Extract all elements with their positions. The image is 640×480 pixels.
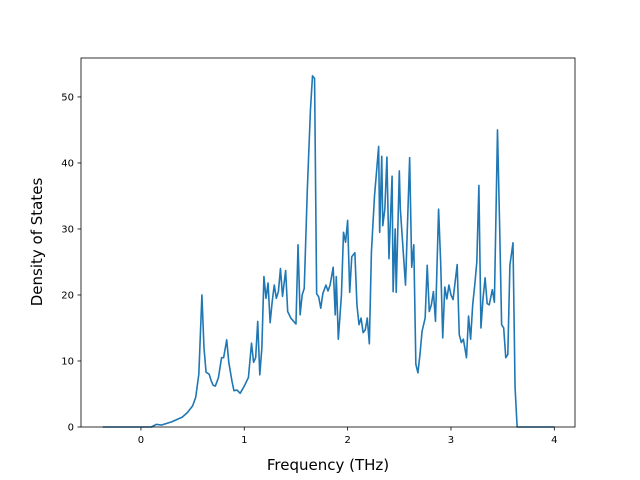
x-tick-label: 4 [551, 435, 557, 446]
y-axis-label: Density of States [28, 178, 46, 307]
x-tick-label: 1 [241, 435, 247, 446]
y-tick-label: 0 [68, 423, 74, 434]
y-tick-label: 20 [61, 290, 74, 301]
y-tick-label: 10 [61, 356, 74, 367]
x-tick-label: 0 [138, 435, 144, 446]
y-tick-label: 50 [61, 92, 74, 103]
line [102, 75, 555, 428]
x-axis-label: Frequency (THz) [267, 456, 389, 474]
x-tick-label: 2 [344, 435, 350, 446]
plot-frame [80, 57, 576, 428]
y-tick-label: 30 [61, 224, 74, 235]
x-tick-label: 3 [448, 435, 454, 446]
y-tick-label: 40 [61, 158, 74, 169]
